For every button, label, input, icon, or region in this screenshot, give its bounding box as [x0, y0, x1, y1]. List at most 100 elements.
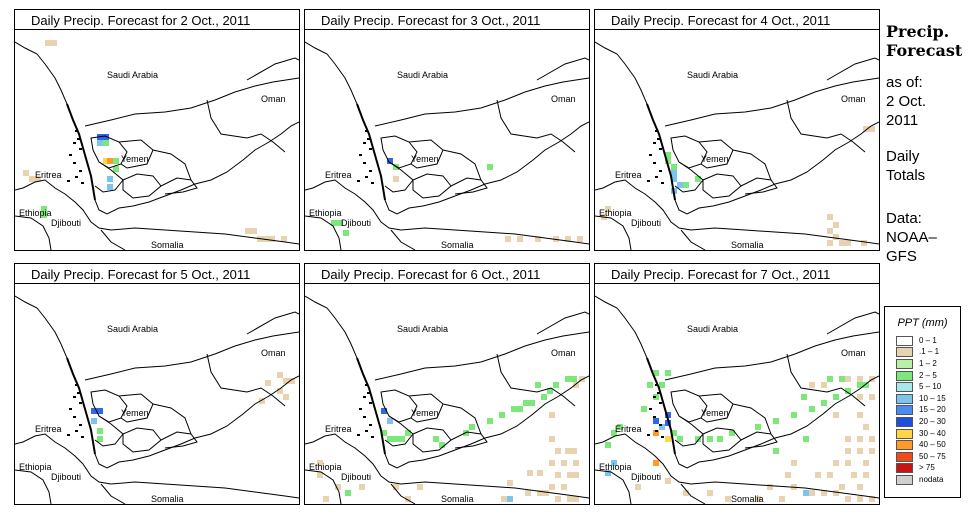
- precip-cell: [779, 496, 785, 502]
- precip-cell: [863, 472, 869, 478]
- precip-cell: [549, 460, 555, 466]
- island: [653, 416, 656, 418]
- map-svg: Saudi Arabia Oman Yemen Eritrea EthiopiaDjib…: [595, 41, 879, 250]
- precip-cell: [617, 424, 623, 430]
- legend-item: 0 – 1: [896, 335, 960, 347]
- border-line: [374, 77, 589, 127]
- legend-swatch: [896, 382, 913, 393]
- island: [81, 436, 84, 438]
- precip-cell: [283, 378, 289, 384]
- precip-cell: [647, 382, 653, 388]
- precip-cell: [91, 418, 97, 424]
- border-line: [826, 311, 879, 335]
- precip-cell: [845, 388, 851, 394]
- island: [363, 142, 366, 144]
- island: [655, 176, 658, 178]
- precip-cell: [381, 408, 387, 414]
- map-panel-6: Daily Precip. Forecast for 7 Oct., 2011 …: [594, 263, 880, 505]
- legend-item: 40 – 50: [896, 439, 960, 451]
- precip-cell: [695, 436, 701, 442]
- island: [73, 142, 76, 144]
- legend-label: nodata: [919, 474, 944, 484]
- precip-cell: [281, 236, 287, 242]
- precip-cell: [869, 436, 875, 442]
- precip-cell: [573, 460, 579, 466]
- border-line: [412, 427, 452, 453]
- panel-title: Daily Precip. Forecast for 4 Oct., 2011: [594, 9, 880, 31]
- border-line: [450, 431, 488, 449]
- country-label: Saudi Arabia: [397, 324, 448, 334]
- precip-cell: [45, 40, 51, 46]
- precip-cell: [791, 412, 797, 418]
- borders: [305, 295, 589, 504]
- precip-cell: [527, 470, 533, 476]
- as-of-label: as of:: [886, 74, 923, 91]
- precip-cell: [665, 478, 671, 484]
- precip-cell: [405, 430, 411, 436]
- precip-cell: [641, 406, 647, 412]
- island: [357, 434, 360, 436]
- precip-cell: [337, 220, 343, 226]
- border-line: [152, 403, 192, 435]
- precip-cell: [605, 470, 611, 476]
- precip-cell: [97, 428, 103, 434]
- precip-cell: [863, 424, 869, 430]
- precip-cell: [659, 382, 665, 388]
- precip-cell: [827, 376, 833, 382]
- border-line: [442, 403, 482, 435]
- island: [649, 408, 652, 410]
- precip-cell: [343, 230, 349, 236]
- border-line: [595, 295, 879, 469]
- precip-cell: [549, 436, 555, 442]
- precip-cell: [791, 460, 797, 466]
- border-line: [94, 161, 124, 193]
- precip-cell: [785, 472, 791, 478]
- border-line: [496, 99, 576, 153]
- precip-cell: [41, 206, 47, 212]
- title-line-1: Precip.: [886, 22, 950, 41]
- country-label: Eritrea: [615, 170, 642, 180]
- island: [75, 176, 78, 178]
- precip-cell: [801, 394, 807, 400]
- border-line: [674, 415, 704, 447]
- island: [75, 430, 78, 432]
- map-panel-5: Daily Precip. Forecast for 6 Oct., 2011 …: [304, 263, 590, 505]
- precip-cell: [821, 400, 827, 406]
- legend-label: > 75: [919, 463, 935, 473]
- border-line: [15, 295, 299, 469]
- border-line: [664, 331, 879, 381]
- borders: [595, 295, 879, 504]
- data-source-line1: NOAA–: [886, 229, 937, 246]
- data-source-line2: GFS: [886, 248, 917, 265]
- precip-cell: [107, 158, 113, 164]
- precip-cell: [803, 436, 809, 442]
- border-line: [408, 393, 444, 423]
- borders: [305, 41, 589, 250]
- precip-cell: [677, 182, 683, 188]
- legend-label: 5 – 10: [919, 382, 942, 392]
- precip-cell: [97, 408, 103, 414]
- country-label: Djibouti: [341, 218, 371, 228]
- map-area: Saudi Arabia Oman Yemen Eritrea Ethiopia Djib…: [304, 29, 590, 251]
- border-line: [680, 483, 706, 504]
- border-line: [450, 177, 488, 195]
- island: [365, 384, 368, 386]
- precip-cell: [803, 490, 809, 496]
- map-area: Saudi Arabia Oman Yemen Eritrea Ethiopia Djib…: [14, 29, 300, 251]
- legend-swatch: [896, 393, 913, 404]
- country-label: Saudi Arabia: [397, 70, 448, 80]
- precip-cell: [577, 236, 583, 242]
- country-label: Yemen: [121, 154, 149, 164]
- border-line: [595, 433, 879, 499]
- legend-label: 40 – 50: [919, 440, 946, 450]
- map-svg: Saudi Arabia Oman Yemen Eritrea EthiopiaDjib…: [595, 295, 879, 504]
- precip-cell: [635, 484, 641, 490]
- precip-cell: [555, 472, 561, 478]
- precip-cell: [827, 214, 833, 220]
- precip-cell: [565, 236, 571, 242]
- country-label: Djibouti: [631, 472, 661, 482]
- country-label: Djibouti: [341, 472, 371, 482]
- precip-cell: [665, 436, 671, 442]
- borders: [595, 41, 879, 250]
- map-area: Saudi Arabia Oman Yemen Eritrea Ethiopia Djib…: [594, 29, 880, 251]
